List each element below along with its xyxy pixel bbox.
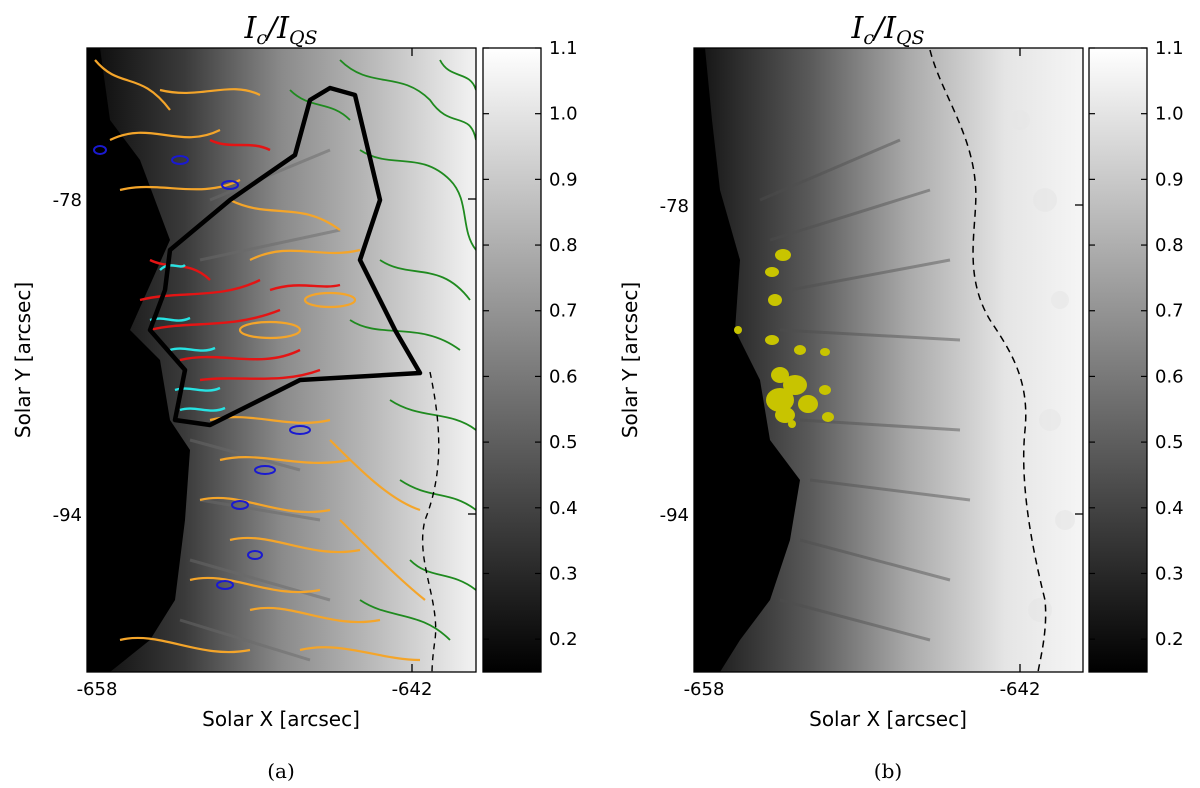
colorbar-tick-label: 0.2 (549, 629, 578, 650)
colorbar-a-ticks: 1.1 1.0 0.9 0.8 0.7 0.6 0.5 0.4 0.3 0.2 (483, 38, 578, 650)
colorbar-tick-label: 0.6 (1155, 366, 1184, 387)
colorbar-b-ticks: 1.1 1.0 0.9 0.8 0.7 0.6 0.5 0.4 0.3 0.2 (1089, 38, 1184, 650)
green-contours (289, 59, 476, 641)
panel-b-frame (693, 47, 1084, 673)
xtick-a-1: -658 (77, 679, 118, 700)
caption-b: (b) (874, 759, 902, 783)
colorbar-tick-label: 0.9 (549, 169, 578, 190)
colorbar-tick-label: 0.5 (1155, 432, 1184, 453)
colorbar-tick-label: 0.3 (549, 563, 578, 584)
xlabel-a: Solar X [arcsec] (202, 707, 360, 731)
colorbar-tick-label: 1.1 (549, 38, 578, 59)
ylabel-a: Solar Y [arcsec] (11, 282, 35, 438)
xlabel-b: Solar X [arcsec] (809, 707, 967, 731)
ytick-b-2: -94 (660, 505, 689, 526)
panel-a-title: Ic/IQS (243, 11, 317, 49)
region-outline (147, 85, 423, 428)
colorbar-tick-label: 0.9 (1155, 169, 1184, 190)
ytick-a-2: -94 (53, 505, 82, 526)
colorbar-tick-label: 0.8 (1155, 235, 1184, 256)
ylabel-b: Solar Y [arcsec] (618, 282, 642, 438)
xtick-a-2: -642 (392, 679, 433, 700)
colorbar-tick-label: 0.2 (1155, 629, 1184, 650)
panel-b: Ic/IQS (618, 11, 1184, 783)
blue-contours (93, 145, 311, 590)
colorbar-tick-label: 1.1 (1155, 38, 1184, 59)
panel-a: Ic/IQS (11, 11, 578, 783)
ytick-b-1: -78 (660, 196, 689, 217)
yellow-markers (734, 249, 834, 428)
colorbar-tick-label: 0.7 (1155, 301, 1184, 322)
panel-a-image (87, 48, 476, 672)
colorbar-tick-label: 0.5 (549, 432, 578, 453)
caption-a: (a) (267, 759, 295, 783)
panel-b-image (694, 48, 1083, 672)
colorbar-tick-label: 0.4 (549, 498, 578, 519)
dashed-boundary-a (421, 371, 440, 672)
colorbar-tick-label: 0.8 (549, 235, 578, 256)
colorbar-tick-label: 1.0 (549, 104, 578, 125)
colorbar-a (482, 47, 542, 673)
colorbar-tick-label: 0.6 (549, 366, 578, 387)
colorbar-tick-label: 0.4 (1155, 498, 1184, 519)
colorbar-b (1088, 47, 1148, 673)
xtick-b-1: -658 (684, 679, 725, 700)
colorbar-tick-label: 0.7 (549, 301, 578, 322)
dashed-boundary-b (929, 49, 1047, 672)
panel-b-title: Ic/IQS (850, 11, 924, 49)
orange-contours (94, 59, 426, 662)
colorbar-tick-label: 1.0 (1155, 104, 1184, 125)
panel-a-frame (86, 47, 477, 673)
colorbar-tick-label: 0.3 (1155, 563, 1184, 584)
xtick-b-2: -642 (1000, 679, 1041, 700)
ytick-a-1: -78 (53, 190, 82, 211)
